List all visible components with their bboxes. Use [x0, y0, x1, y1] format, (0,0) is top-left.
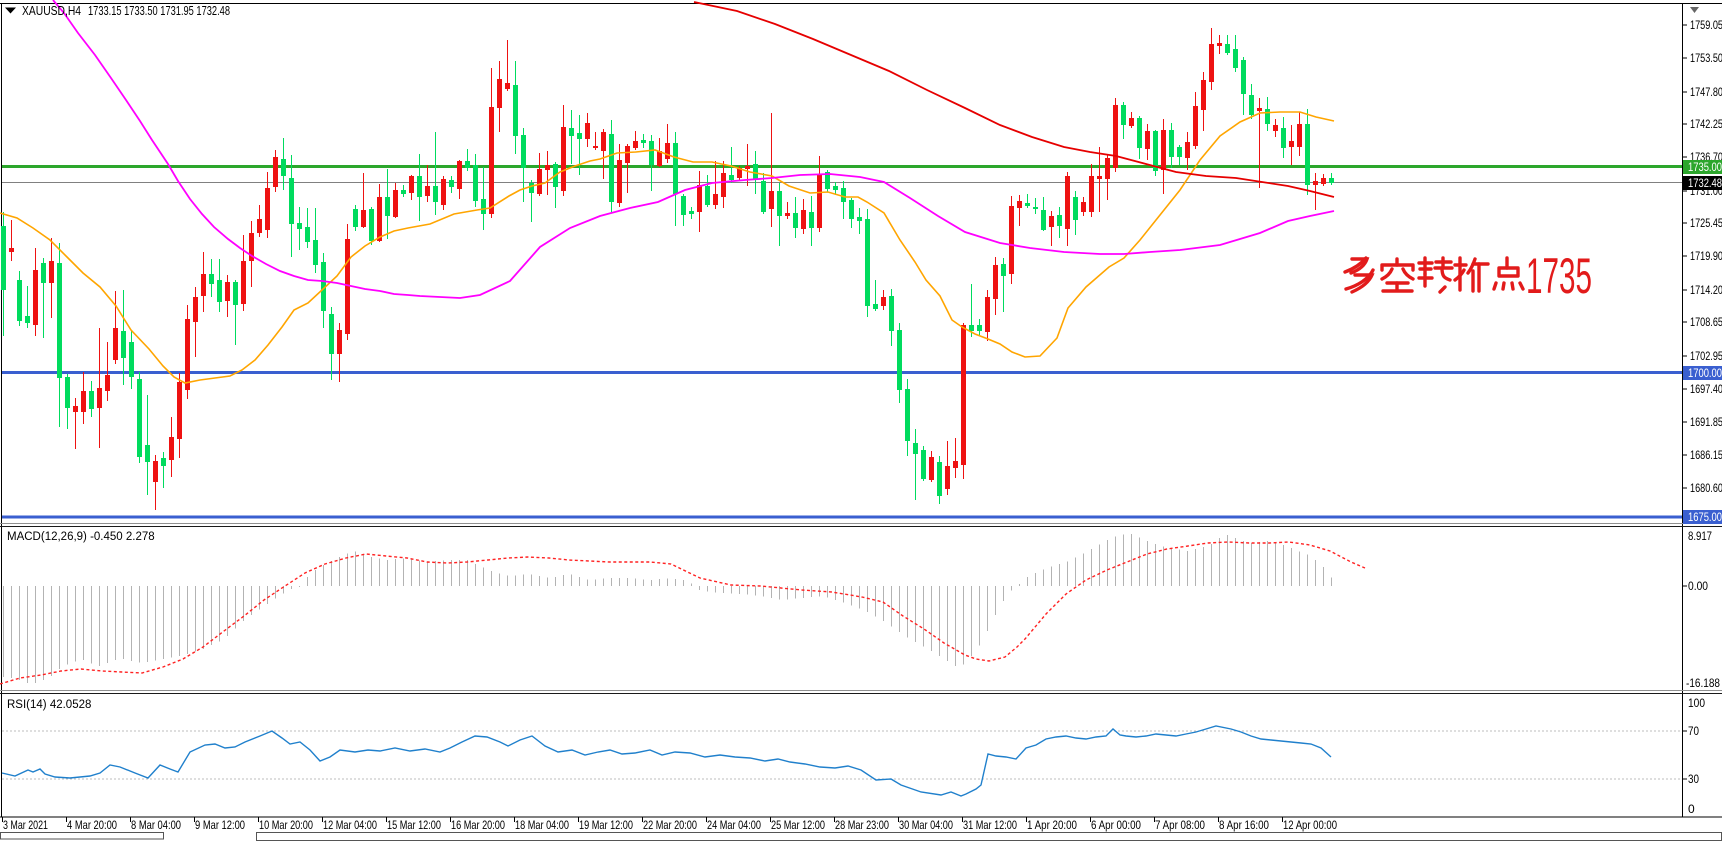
svg-text:1708.65: 1708.65 [1690, 315, 1722, 329]
svg-text:70: 70 [1688, 724, 1699, 738]
svg-text:1675.00: 1675.00 [1688, 510, 1722, 524]
svg-text:1680.60: 1680.60 [1690, 481, 1722, 495]
svg-text:28 Mar 23:00: 28 Mar 23:00 [835, 818, 889, 832]
svg-text:1702.95: 1702.95 [1690, 349, 1722, 363]
svg-text:XAUUSD,H4: XAUUSD,H4 [22, 3, 81, 18]
svg-text:7 Apr 08:00: 7 Apr 08:00 [1155, 818, 1205, 832]
svg-text:30: 30 [1688, 772, 1699, 786]
svg-text:0: 0 [1688, 802, 1695, 816]
svg-text:1742.25: 1742.25 [1690, 117, 1722, 131]
svg-text:1759.05: 1759.05 [1690, 18, 1722, 32]
svg-text:25 Mar 12:00: 25 Mar 12:00 [771, 818, 825, 832]
svg-text:30 Mar 04:00: 30 Mar 04:00 [899, 818, 953, 832]
svg-text:0.00: 0.00 [1688, 579, 1708, 593]
svg-text:9 Mar 12:00: 9 Mar 12:00 [195, 818, 245, 832]
svg-text:1719.90: 1719.90 [1690, 249, 1722, 263]
svg-text:1747.80: 1747.80 [1690, 85, 1722, 99]
svg-text:4 Mar 20:00: 4 Mar 20:00 [67, 818, 117, 832]
svg-text:1700.00: 1700.00 [1688, 366, 1722, 380]
svg-text:18 Mar 04:00: 18 Mar 04:00 [515, 818, 569, 832]
svg-text:100: 100 [1688, 696, 1705, 710]
svg-text:1686.15: 1686.15 [1690, 448, 1722, 462]
svg-text:1733.15 1733.50 1731.95 1732.4: 1733.15 1733.50 1731.95 1732.48 [88, 3, 230, 18]
svg-text:1735: 1735 [1526, 248, 1592, 304]
svg-text:15 Mar 12:00: 15 Mar 12:00 [387, 818, 441, 832]
svg-text:1732.48: 1732.48 [1688, 176, 1722, 190]
svg-text:RSI(14) 42.0528: RSI(14) 42.0528 [7, 699, 91, 711]
svg-text:6 Apr 00:00: 6 Apr 00:00 [1091, 818, 1141, 832]
svg-text:1725.45: 1725.45 [1690, 216, 1722, 230]
svg-text:1 Apr 20:00: 1 Apr 20:00 [1027, 818, 1077, 832]
svg-text:8 Apr 16:00: 8 Apr 16:00 [1219, 818, 1269, 832]
svg-text:16 Mar 20:00: 16 Mar 20:00 [451, 818, 505, 832]
svg-text:31 Mar 12:00: 31 Mar 12:00 [963, 818, 1017, 832]
svg-text:10 Mar 20:00: 10 Mar 20:00 [259, 818, 313, 832]
svg-text:1714.20: 1714.20 [1690, 283, 1722, 297]
svg-text:-16.188: -16.188 [1686, 676, 1720, 690]
svg-text:1697.40: 1697.40 [1690, 382, 1722, 396]
svg-text:3 Mar 2021: 3 Mar 2021 [3, 818, 48, 832]
svg-text:8.917: 8.917 [1688, 529, 1712, 543]
svg-text:24 Mar 04:00: 24 Mar 04:00 [707, 818, 761, 832]
svg-text:12 Apr 00:00: 12 Apr 00:00 [1283, 818, 1337, 832]
svg-text:12 Mar 04:00: 12 Mar 04:00 [323, 818, 377, 832]
svg-text:8 Mar 04:00: 8 Mar 04:00 [131, 818, 181, 832]
svg-text:1691.85: 1691.85 [1690, 415, 1722, 429]
svg-text:MACD(12,26,9) -0.450 2.278: MACD(12,26,9) -0.450 2.278 [7, 531, 155, 543]
svg-text:1753.50: 1753.50 [1690, 51, 1722, 65]
svg-text:19 Mar 12:00: 19 Mar 12:00 [579, 818, 633, 832]
svg-text:1735.00: 1735.00 [1688, 160, 1722, 174]
svg-text:22 Mar 20:00: 22 Mar 20:00 [643, 818, 697, 832]
